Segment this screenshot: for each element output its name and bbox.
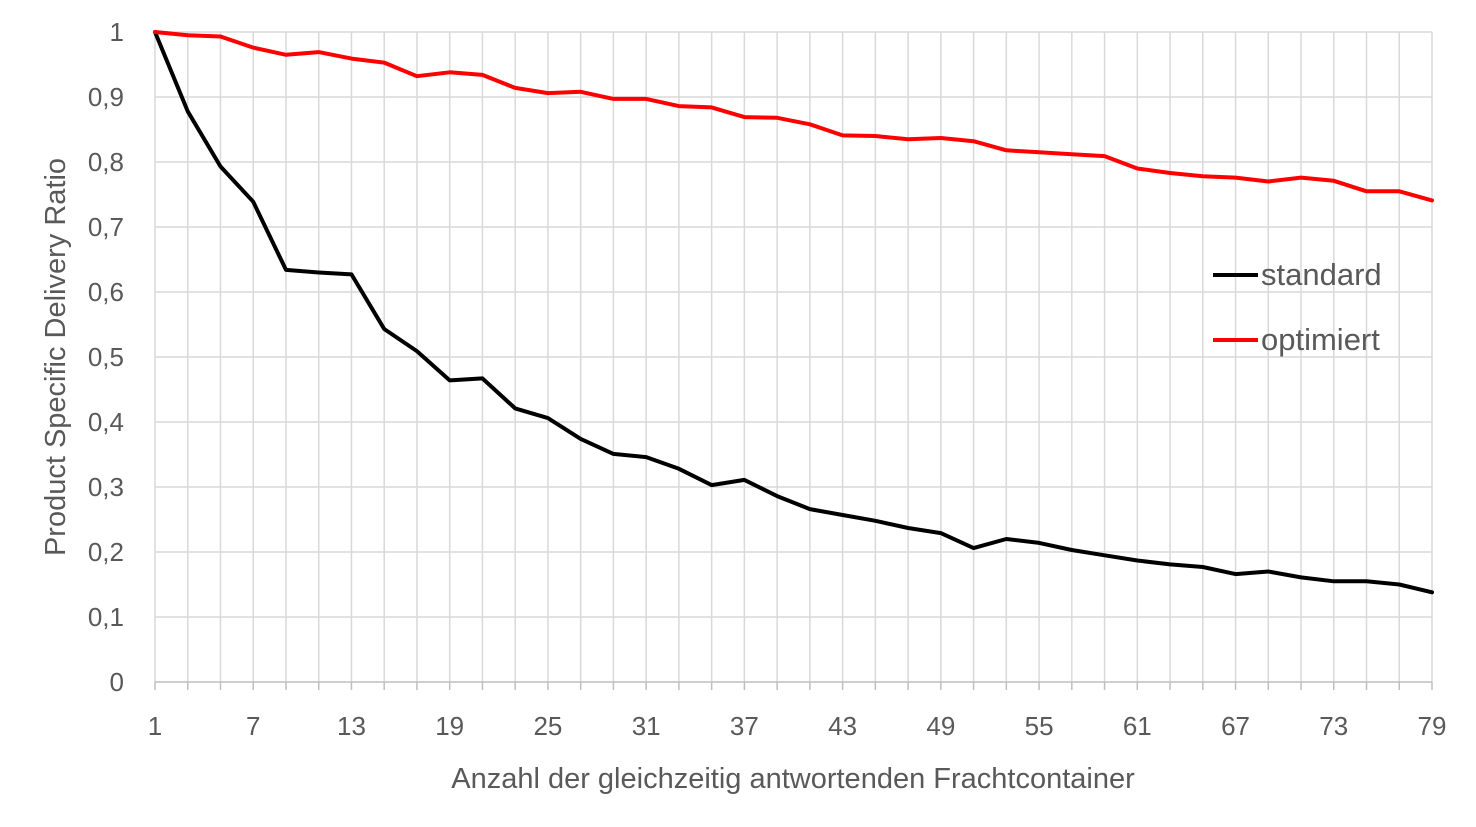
grid (154, 31, 1433, 682)
x-tick-label: 49 (926, 711, 955, 741)
y-tick-label: 0,5 (88, 342, 124, 372)
x-tick-label: 25 (533, 711, 562, 741)
series-line-standard (153, 30, 1434, 595)
y-tick-label: 0 (110, 667, 124, 697)
legend-label-optimiert: optimiert (1261, 322, 1380, 357)
x-tick-label: 37 (730, 711, 759, 741)
axes: 0 0,1 0,2 0,3 0,4 0,5 0,6 0,7 0,8 0,9 1 1 7 13 19 25 31 3… (88, 17, 1447, 741)
y-tick-label: 0,6 (88, 277, 124, 307)
series-line-optimiert (153, 30, 1434, 203)
y-tick-label: 0,3 (88, 472, 124, 502)
x-tick-label: 79 (1418, 711, 1447, 741)
y-tick-label: 0,2 (88, 537, 124, 567)
y-tick-label: 0,8 (88, 147, 124, 177)
x-tick-label: 19 (435, 711, 464, 741)
x-tick-label: 31 (632, 711, 661, 741)
legend-label-standard: standard (1261, 257, 1382, 292)
y-tick-label: 0,4 (88, 407, 124, 437)
x-tick-label: 73 (1319, 711, 1348, 741)
x-tick-label: 67 (1221, 711, 1250, 741)
y-tick-label: 0,9 (88, 82, 124, 112)
x-tick-label: 61 (1123, 711, 1152, 741)
y-tick-label: 1 (110, 17, 124, 47)
x-axis-title: Anzahl der gleichzeitig antwortenden Fra… (451, 763, 1135, 795)
x-tick-label: 13 (337, 711, 366, 741)
plot-area (153, 30, 1434, 595)
legend: standard optimiert (1213, 257, 1382, 357)
x-tick-label: 1 (148, 711, 162, 741)
y-axis-title: Product Specific Delivery Ratio (40, 158, 72, 556)
x-tick-label: 55 (1025, 711, 1054, 741)
y-tick-label: 0,1 (88, 602, 124, 632)
x-tick-label: 7 (246, 711, 260, 741)
x-tick-label: 43 (828, 711, 857, 741)
y-tick-label: 0,7 (88, 212, 124, 242)
